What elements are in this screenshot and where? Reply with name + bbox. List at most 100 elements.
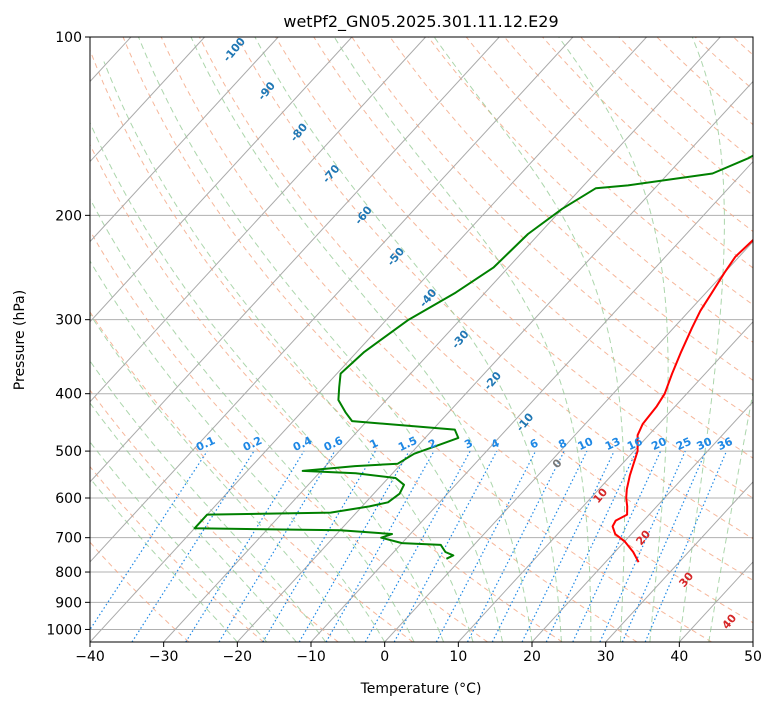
x-tick-label: −10 [296,649,326,665]
mixing-ratio-label: 13 [603,435,622,453]
moist-adiabat-label: -100 [220,35,248,65]
mixing-ratio-line [298,450,410,642]
x-tick-label: 0 [380,649,389,665]
moist-adiabat-line [138,37,503,642]
mixing-ratio-label: 16 [625,435,645,453]
x-tick-label: −30 [149,649,179,665]
y-tick-label: 900 [55,595,82,611]
x-tick-label: −40 [75,649,105,665]
dry-adiabat-line [90,389,339,642]
dry-adiabat-line [771,37,775,642]
moist-adiabat-line [90,313,356,642]
plot-frame [89,36,754,643]
y-tick-label: 300 [55,313,82,329]
isotherm-line [90,37,205,163]
temperature-profile-line [611,238,753,563]
mixing-ratio-line [521,450,615,642]
moist-adiabat-line [558,37,669,642]
dry-adiabat-line [198,37,753,581]
isotherm-line [90,37,426,403]
dry-adiabat-line [90,143,563,642]
x-tick-label: 10 [449,649,467,665]
mixing-ratio-line [185,450,305,642]
dewpoint-profile-line [193,154,753,560]
moist-adiabat-line [90,260,386,642]
dry-adiabat-line [90,48,638,642]
dry-adiabat-line [389,37,753,381]
isotherm-line [678,561,753,642]
dry-adiabat-line [122,37,712,642]
y-tick-label: 500 [55,444,82,460]
y-tick-label: 400 [55,387,82,403]
profile-series [193,154,753,563]
isotherm-line [90,37,279,243]
isotherm-line [90,37,353,323]
dry-adiabat-line [351,37,753,420]
moist-adiabat-line [90,121,445,642]
moist-adiabat-line [90,360,327,642]
mixing-ratio-line [545,450,637,642]
dry-adiabat-line [656,37,753,126]
mixing-ratio-line [621,450,707,642]
dry-adiabat-line [427,37,753,343]
mixing-ratio-line [435,450,537,642]
isotherm-line [0,37,57,642]
moist-adiabat-line [254,37,562,642]
mixing-ratio-line [393,450,498,642]
dry-adiabat-line [694,37,753,91]
x-axis-label: Temperature (°C) [360,681,482,697]
mixing-ratio-line [491,450,588,642]
dry-adiabat-line [732,37,753,56]
moist-adiabat-label: -60 [352,203,375,227]
isotherm-line [605,481,753,642]
isotherm-line [384,240,753,642]
dry-adiabat-line [90,465,264,642]
mixing-ratio-label: 3 [462,436,474,451]
dry-adiabat-line [504,37,753,269]
isotherm-line [310,160,753,642]
mixing-ratio-line [325,450,435,642]
isotherm-line [90,37,647,642]
mixing-ratio-line [262,450,376,642]
chart-title: wetPf2_GN05.2025.301.11.12.E29 [283,12,558,32]
dry-adiabat-line [90,541,190,642]
moist-adiabat-line [90,197,415,642]
isotherm-line [90,37,574,563]
x-tick-label: 30 [597,649,615,665]
moist-adiabat-line [333,37,592,642]
moist-adiabat-label: -40 [417,286,440,310]
moist-adiabat-line [90,441,268,642]
moist-adiabat-line [433,37,625,642]
dry-adiabat-line [542,37,753,233]
mixing-ratio-line [644,450,728,642]
thermo-background-lines [0,37,775,642]
moist-adiabat-label: -70 [320,162,343,186]
dry-adiabat-line [618,37,753,161]
dry-adiabat-label: 40 [719,611,739,631]
moist-adiabat-line [708,389,753,642]
moist-adiabat-line [103,61,474,642]
moist-adiabat-line [190,37,533,642]
y-tick-label: 800 [55,565,82,581]
y-axis-ticks: 100 200 300 400 500 600 700 800 900 1000 [46,30,90,638]
y-tick-label: 200 [55,208,82,224]
x-tick-label: 20 [523,649,541,665]
mixing-ratio-line [572,450,662,642]
mixing-ratio-line [599,450,686,642]
moist-adiabat-label: -30 [449,327,472,351]
moist-adiabat-label: 0 [550,456,565,470]
dry-adiabat-line [237,37,753,540]
mixing-ratio-label: 30 [695,435,715,453]
isotherm-line [457,320,753,642]
mixing-ratio-label: 4 [489,436,502,451]
isotherm-line [752,641,753,642]
y-tick-label: 100 [55,30,82,46]
moist-adiabat-label: -50 [384,245,407,269]
x-tick-label: 40 [670,649,688,665]
mixing-ratio-line [218,450,336,642]
isotherm-line [90,37,500,483]
mixing-ratio-label: 36 [715,435,735,453]
mixing-ratio-line [364,450,471,642]
dry-adiabat-label: 10 [590,485,610,505]
